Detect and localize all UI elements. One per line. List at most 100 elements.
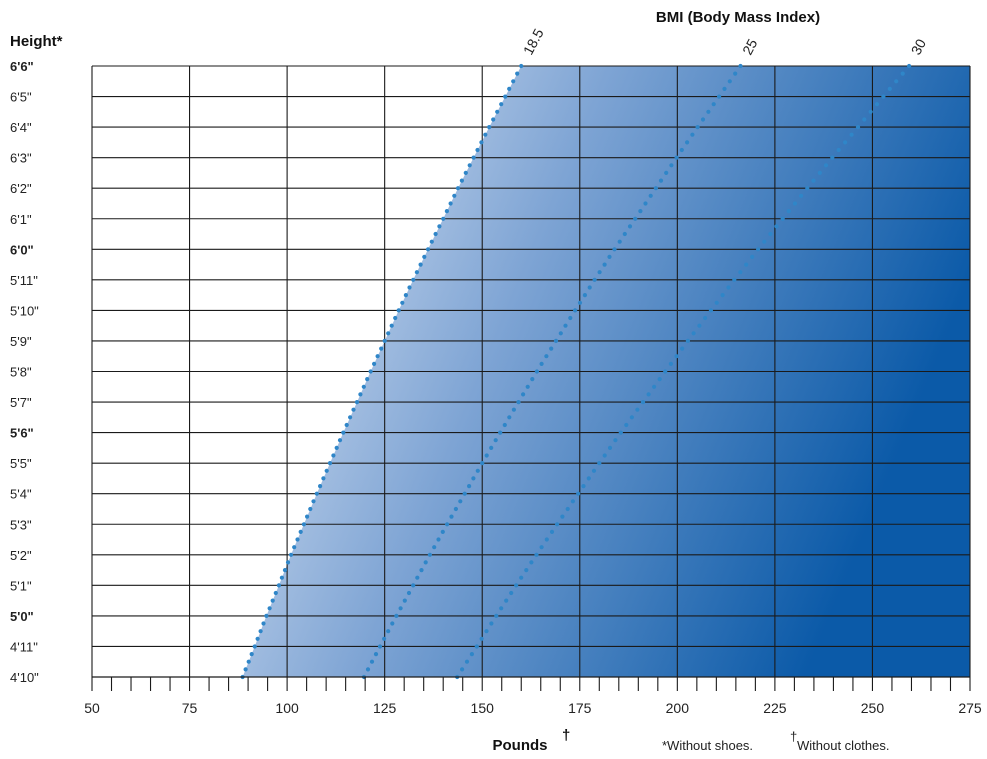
y-axis-title: Height* xyxy=(10,33,63,50)
bmi-dot xyxy=(459,178,464,183)
bmi-dot xyxy=(855,125,861,130)
bmi-dot xyxy=(703,315,708,321)
bmi-dot xyxy=(344,422,349,428)
bmi-dot xyxy=(348,415,353,420)
bmi-dot xyxy=(823,163,829,168)
bmi-dot xyxy=(732,277,737,282)
bmi-dot xyxy=(560,514,565,519)
bmi-dot xyxy=(657,377,662,382)
bmi-dot xyxy=(664,170,669,175)
bmi-dot xyxy=(515,71,520,76)
bmi-dot xyxy=(836,147,841,153)
y-tick-label: 6'0" xyxy=(10,242,34,257)
series-label-18.5: 18.5 xyxy=(520,26,547,58)
bmi-dot xyxy=(516,400,521,405)
bmi-dot xyxy=(386,331,391,336)
bmi-dot xyxy=(327,461,333,466)
bmi-dot xyxy=(440,529,445,535)
bmi-dot xyxy=(597,461,602,466)
y-tick-label: 4'10" xyxy=(10,670,39,685)
x-tick-label: 275 xyxy=(958,700,982,716)
bmi-dot xyxy=(568,315,573,321)
bmi-dot xyxy=(445,522,450,527)
bmi-dot xyxy=(577,300,583,305)
bmi-dot xyxy=(622,231,627,237)
bmi-dot xyxy=(544,354,549,359)
y-tick-label: 5'10" xyxy=(10,303,39,318)
bmi-dot xyxy=(774,224,779,229)
bmi-dot xyxy=(429,239,434,244)
bmi-dot xyxy=(484,453,489,458)
x-tick-label: 200 xyxy=(666,700,690,716)
bmi-dot xyxy=(586,476,591,481)
bmi-dot xyxy=(474,644,479,649)
y-tick-label: 5'3" xyxy=(10,517,32,532)
bmi-dot xyxy=(487,125,492,130)
y-tick-label: 5'8" xyxy=(10,365,32,380)
bmi-dot xyxy=(483,132,488,137)
bmi-dot xyxy=(727,79,732,84)
bmi-dot xyxy=(495,109,500,114)
bmi-dot xyxy=(467,163,472,168)
bmi-dot xyxy=(643,201,648,206)
bmi-dot xyxy=(464,659,470,664)
bmi-dot xyxy=(640,400,646,405)
bmi-dot xyxy=(285,560,291,565)
y-tick-label: 5'11" xyxy=(10,273,38,288)
bmi-dot xyxy=(695,125,700,130)
bmi-dot xyxy=(489,445,494,450)
bmi-dot xyxy=(471,155,476,160)
bmi-dot xyxy=(874,102,880,107)
bmi-dot xyxy=(555,522,560,527)
bmi-dot xyxy=(373,652,379,657)
y-tick-label: 5'4" xyxy=(10,487,32,502)
bmi-dot xyxy=(351,407,356,412)
bmi-dot xyxy=(390,621,395,626)
bmi-dot xyxy=(295,537,300,542)
bmi-dot xyxy=(394,613,399,619)
bmi-dot xyxy=(484,629,489,634)
bmi-dot xyxy=(613,438,618,443)
bmi-dot xyxy=(402,598,407,603)
bmi-dot xyxy=(503,94,508,99)
bmi-dot xyxy=(674,354,679,359)
y-axis: 4'10" 4'11" 5'0" 5'1" 5'2" 5'3" 5'4" 5'5" 5'6" 5'… xyxy=(10,59,39,685)
bmi-dot xyxy=(711,102,716,107)
bmi-dot xyxy=(887,86,892,91)
bmi-dot xyxy=(382,636,387,641)
bmi-dot xyxy=(544,537,549,542)
bmi-dot xyxy=(463,170,468,175)
bmi-dot xyxy=(258,629,263,634)
bmi-dot xyxy=(648,193,653,198)
bmi-dot xyxy=(458,499,463,504)
bmi-dot xyxy=(270,598,275,603)
series-label-30: 30 xyxy=(908,36,930,57)
bmi-dot xyxy=(530,377,535,382)
bmi-dot xyxy=(563,323,568,328)
chart-title: BMI (Body Mass Index) xyxy=(656,9,820,26)
bmi-dot xyxy=(396,308,401,313)
bmi-dot xyxy=(403,293,408,298)
bmi-dot xyxy=(708,308,714,313)
bmi-dot xyxy=(449,514,454,519)
bmi-dot xyxy=(471,476,476,481)
bmi-dot xyxy=(633,216,638,221)
bmi-dot xyxy=(331,453,336,458)
bmi-dot xyxy=(607,254,612,259)
x-tick-label: 175 xyxy=(568,700,592,716)
bmi-dot xyxy=(479,140,484,145)
bmi-dot xyxy=(720,293,725,298)
bmi-line-25 xyxy=(361,63,743,680)
bmi-dot xyxy=(427,552,432,557)
bmi-dot xyxy=(361,384,366,389)
bmi-dot xyxy=(539,361,544,366)
bmi-dot xyxy=(425,247,431,252)
bmi-dot xyxy=(308,506,313,512)
bmi-dot xyxy=(549,346,554,351)
bmi-dot xyxy=(415,575,420,580)
bmi-dot xyxy=(618,430,623,435)
bmi-series-labels: 18.5 25 30 xyxy=(520,26,929,58)
bmi-dot xyxy=(635,407,640,412)
bmi-dot xyxy=(502,422,507,428)
